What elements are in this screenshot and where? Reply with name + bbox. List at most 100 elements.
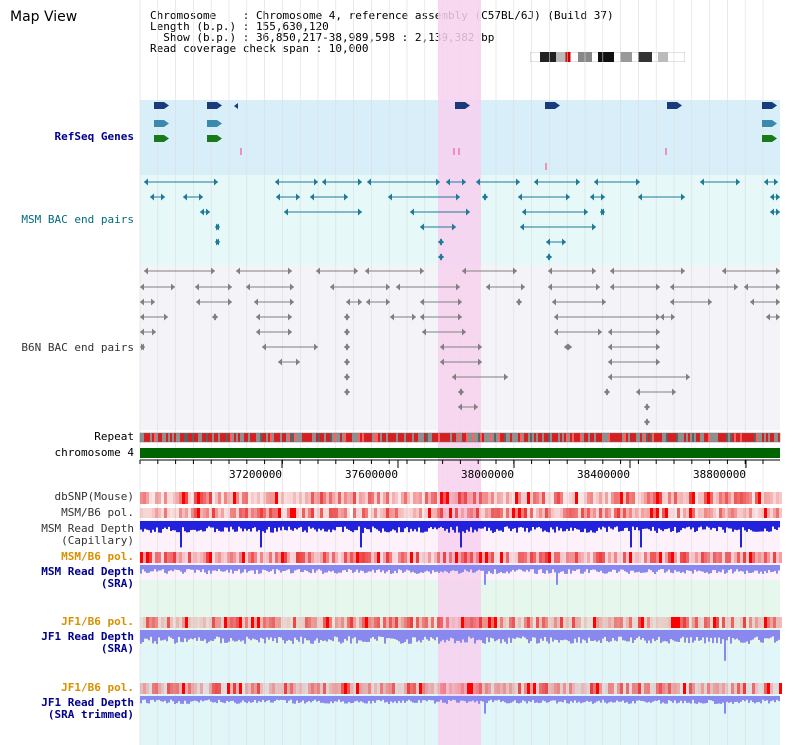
b6n-bac-pair-end[interactable] <box>602 298 606 306</box>
refseq-marker[interactable] <box>458 148 460 155</box>
b6n-bac-pair-end[interactable] <box>610 283 614 291</box>
b6n-bac-pair-end[interactable] <box>708 298 712 306</box>
b6n-bac-pair-end[interactable] <box>278 358 282 366</box>
msm-bac-pair-end[interactable] <box>770 208 774 216</box>
b6n-bac-pair-end[interactable] <box>290 283 294 291</box>
refseq-gene[interactable] <box>207 102 217 109</box>
refseq-gene[interactable] <box>154 102 164 109</box>
msm-bac-pair-end[interactable] <box>436 178 440 186</box>
b6n-bac-pair-end[interactable] <box>140 283 144 291</box>
msm-bac-pair-end[interactable] <box>546 238 550 246</box>
b6n-bac-pair-end[interactable] <box>346 298 350 306</box>
b6n-bac-pair-end[interactable] <box>420 298 424 306</box>
refseq-genes-label[interactable]: RefSeq Genes <box>54 130 134 143</box>
b6n-bac-pair-end[interactable] <box>386 283 390 291</box>
b6n-bac-pair-end[interactable] <box>656 358 660 366</box>
b6n-bac-pair-end[interactable] <box>140 313 144 321</box>
msm-bac-pair-end[interactable] <box>548 253 552 261</box>
b6n-bac-pair-end[interactable] <box>656 328 660 336</box>
msm-bac-pair-end[interactable] <box>216 223 220 231</box>
msm-bac-pair-end[interactable] <box>161 193 165 201</box>
msm-bac-pair-end[interactable] <box>594 178 598 186</box>
refseq-gene-arrow[interactable] <box>772 135 777 142</box>
b6n-bac-pair-end[interactable] <box>346 328 350 336</box>
b6n-bac-pair-end[interactable] <box>478 358 482 366</box>
msm-bac-pair-end[interactable] <box>296 193 300 201</box>
refseq-gene-arrow[interactable] <box>234 103 238 109</box>
refseq-gene[interactable] <box>154 135 164 142</box>
b6n-bac-pair-end[interactable] <box>521 283 525 291</box>
b6n-bac-pair-end[interactable] <box>151 298 155 306</box>
msm-bac-pair-end[interactable] <box>534 178 538 186</box>
chromosome-bar[interactable] <box>140 448 780 458</box>
msm-bac-pair-end[interactable] <box>276 193 280 201</box>
b6n-bac-pair-end[interactable] <box>681 267 685 275</box>
b6n-bac-pair-end[interactable] <box>766 313 770 321</box>
b6n-bac-pair-end[interactable] <box>606 388 610 396</box>
b6n-bac-pair-end[interactable] <box>610 267 614 275</box>
b6n-bac-pair-end[interactable] <box>365 267 369 275</box>
refseq-gene[interactable] <box>154 120 164 127</box>
b6n-bac-pair-end[interactable] <box>608 343 612 351</box>
msm-bac-pair-end[interactable] <box>440 253 444 261</box>
b6n-bac-pair-end[interactable] <box>548 267 552 275</box>
b6n-bac-pair-end[interactable] <box>390 313 394 321</box>
b6n-bac-pair-end[interactable] <box>596 283 600 291</box>
msm-bac-pair-end[interactable] <box>636 178 640 186</box>
b6n-bac-pair-end[interactable] <box>776 267 780 275</box>
b6n-bac-pair-end[interactable] <box>420 267 424 275</box>
refseq-gene[interactable] <box>207 135 217 142</box>
msm-bac-pair-end[interactable] <box>466 208 470 216</box>
b6n-bac-pair-end[interactable] <box>171 283 175 291</box>
b6n-bac-pair-end[interactable] <box>164 313 168 321</box>
b6n-bac-pair-end[interactable] <box>228 298 232 306</box>
b6n-bac-pair-end[interactable] <box>262 343 266 351</box>
msm-bac-pair-end[interactable] <box>144 178 148 186</box>
b6n-bac-pair-end[interactable] <box>140 328 144 336</box>
msm-bac-label[interactable]: MSM BAC end pairs <box>21 213 134 226</box>
b6n-bac-pair-end[interactable] <box>420 313 424 321</box>
b6n-bac-pair-end[interactable] <box>290 298 294 306</box>
b6n-bac-pair-end[interactable] <box>646 418 650 426</box>
b6n-bac-pair-end[interactable] <box>211 267 215 275</box>
msm-bac-pair-end[interactable] <box>275 178 279 186</box>
b6n-bac-pair-end[interactable] <box>288 313 292 321</box>
b6n-bac-pair-end[interactable] <box>296 358 300 366</box>
b6n-bac-pair-end[interactable] <box>440 343 444 351</box>
b6n-bac-pair-end[interactable] <box>474 403 478 411</box>
msm-bac-pair-end[interactable] <box>484 193 488 201</box>
b6n-bac-pair-end[interactable] <box>254 298 258 306</box>
msm-bac-pair-end[interactable] <box>344 193 348 201</box>
msm-bac-pair-end[interactable] <box>446 178 450 186</box>
refseq-gene-arrow[interactable] <box>465 102 470 109</box>
msm-bac-pair-end[interactable] <box>576 178 580 186</box>
b6n-bac-pair-end[interactable] <box>354 267 358 275</box>
msm-bac-pair-end[interactable] <box>584 208 588 216</box>
msm-bac-pair-end[interactable] <box>522 208 526 216</box>
b6n-bac-pair-end[interactable] <box>554 328 558 336</box>
b6n-bac-pair-end[interactable] <box>608 358 612 366</box>
msm-bac-pair-end[interactable] <box>420 223 424 231</box>
b6n-bac-pair-end[interactable] <box>366 298 370 306</box>
msm-bac-pair-end[interactable] <box>284 208 288 216</box>
msm-bac-pair-end[interactable] <box>520 223 524 231</box>
b6n-bac-pair-end[interactable] <box>568 343 572 351</box>
msm-bac-pair-end[interactable] <box>358 208 362 216</box>
b6n-bac-pair-end[interactable] <box>422 328 426 336</box>
b6n-bac-pair-end[interactable] <box>458 313 462 321</box>
refseq-gene-arrow[interactable] <box>164 120 169 127</box>
refseq-gene-arrow[interactable] <box>217 135 222 142</box>
b6n-bac-pair-end[interactable] <box>412 313 416 321</box>
msm-bac-pair-end[interactable] <box>764 178 768 186</box>
refseq-gene[interactable] <box>762 120 772 127</box>
b6n-bac-pair-end[interactable] <box>458 403 462 411</box>
b6n-bac-pair-end[interactable] <box>776 313 780 321</box>
msm-bac-pair-end[interactable] <box>440 238 444 246</box>
msm-bac-pair-end[interactable] <box>518 193 522 201</box>
msm-bac-pair-end[interactable] <box>206 208 210 216</box>
msm-bac-pair-end[interactable] <box>562 238 566 246</box>
msm-bac-pair-end[interactable] <box>592 223 596 231</box>
b6n-bac-pair-end[interactable] <box>592 267 596 275</box>
msm-bac-pair-end[interactable] <box>183 193 187 201</box>
b6n-bac-pair-end[interactable] <box>744 283 748 291</box>
